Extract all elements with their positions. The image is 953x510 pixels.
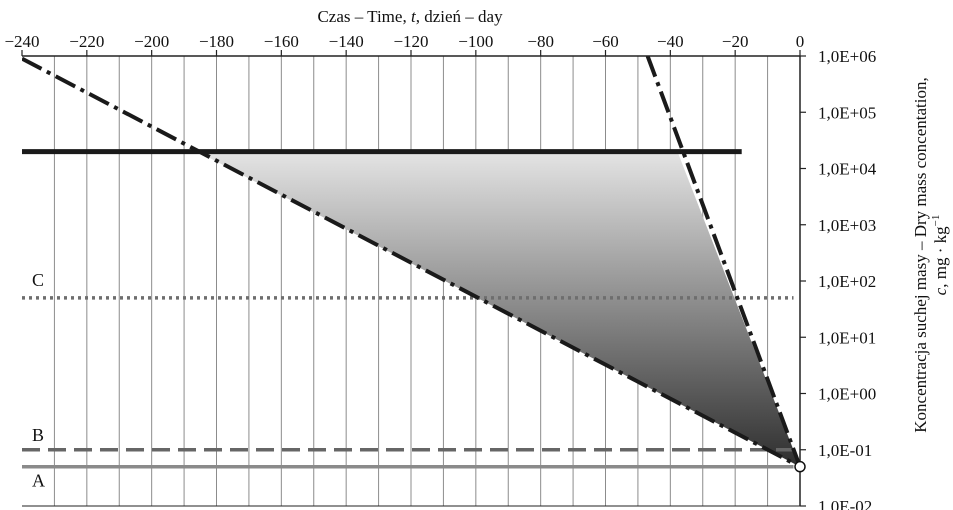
series-label-a: A [32, 471, 45, 491]
shaded-region-layer [197, 151, 800, 467]
y-tick-labels: 1,0E+06 1,0E+05 1,0E+04 1,0E+03 1,0E+02 1,0E+… [818, 47, 877, 510]
x-tick-label: −60 [592, 32, 619, 51]
dash-dot-line-5 [645, 56, 800, 468]
y-tick-label: 1,0E+01 [818, 328, 876, 347]
x-tick-labels: −240 −220 −200 −180 −160 −140 −120 −100 −80 −60 −4… [4, 32, 804, 51]
series-label-c: C [32, 270, 44, 290]
y-tick-label: 1,0E+02 [818, 272, 876, 291]
y-tick-label: 1,0E+05 [818, 103, 876, 122]
x-tick-label: −200 [134, 32, 169, 51]
y-axis-title-line2: c, mg · kg−1 [930, 215, 950, 296]
shaded-region [197, 151, 800, 467]
y-tick-label: 1,0E+03 [818, 216, 876, 235]
x-tick-label: −120 [393, 32, 428, 51]
x-tick-label: −180 [199, 32, 234, 51]
y-tick-label: 1,0E-01 [818, 441, 872, 460]
x-tick-label: −40 [657, 32, 684, 51]
x-tick-label: −80 [527, 32, 554, 51]
series-label-b: B [32, 425, 44, 445]
y-tick-label: 1,0E+04 [818, 160, 877, 179]
y-tick-label: 1,0E+00 [818, 385, 876, 404]
x-tick-label: −140 [329, 32, 364, 51]
dash-dot-line-4 [22, 56, 800, 469]
x-tick-label: −160 [264, 32, 299, 51]
y-tick-label: 1,0E+06 [818, 47, 876, 66]
x-tick-label: −220 [69, 32, 104, 51]
y-tick-label: 1,0E-02 [818, 497, 872, 510]
x-tick-label: 0 [796, 32, 805, 51]
x-tick-label: −20 [722, 32, 749, 51]
series-layer [22, 56, 800, 469]
x-tick-label: −100 [458, 32, 493, 51]
series-labels: C B A [32, 270, 45, 491]
x-axis-title: Czas – Time, t, dzień – day [317, 7, 503, 26]
x-tick-label: −240 [4, 32, 39, 51]
endpoint-marker [794, 460, 806, 473]
axes-layer [21, 50, 806, 507]
y-axis-title-line1: Koncentracja suchej masy – Dry mass conc… [911, 77, 930, 432]
y-axis-title: Koncentracja suchej masy – Dry mass conc… [911, 77, 950, 432]
